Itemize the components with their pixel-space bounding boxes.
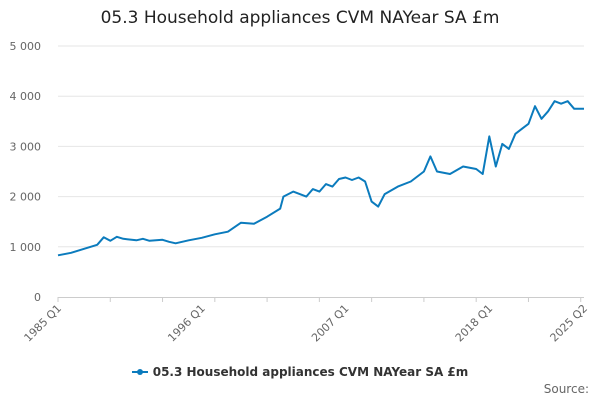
y-tick-label: 0 — [34, 291, 41, 304]
chart-title: 05.3 Household appliances CVM NAYear SA … — [100, 8, 500, 28]
series-line — [57, 100, 584, 257]
legend-label: 05.3 Household appliances CVM NAYear SA … — [152, 365, 469, 379]
x-tick-label: 1996 Q1 — [165, 302, 208, 345]
legend[interactable]: 05.3 Household appliances CVM NAYear SA … — [0, 365, 600, 379]
series-layer — [57, 100, 584, 257]
y-tick-label: 5 000 — [10, 40, 42, 53]
gridlines — [58, 45, 584, 248]
y-tick-label: 1 000 — [10, 241, 42, 254]
y-tick-label: 3 000 — [10, 140, 42, 153]
y-tick-label: 4 000 — [10, 90, 42, 103]
x-tick-label: 2007 Q1 — [309, 302, 352, 345]
x-tick-labels: 1985 Q1 1996 Q1 2007 Q1 2018 Q1 2025 Q2 — [22, 302, 591, 345]
legend-marker-icon — [131, 368, 148, 375]
y-tick-label: 2 000 — [10, 191, 42, 204]
x-tick-label: 2018 Q1 — [453, 302, 496, 345]
axes — [57, 297, 584, 302]
source-label: Source: — [543, 382, 589, 396]
x-tick-label: 2025 Q2 — [548, 302, 591, 345]
y-tick-labels: 0 1 000 2 000 3 000 4 000 5 000 — [10, 40, 42, 304]
x-tick-label: 1985 Q1 — [22, 302, 65, 345]
